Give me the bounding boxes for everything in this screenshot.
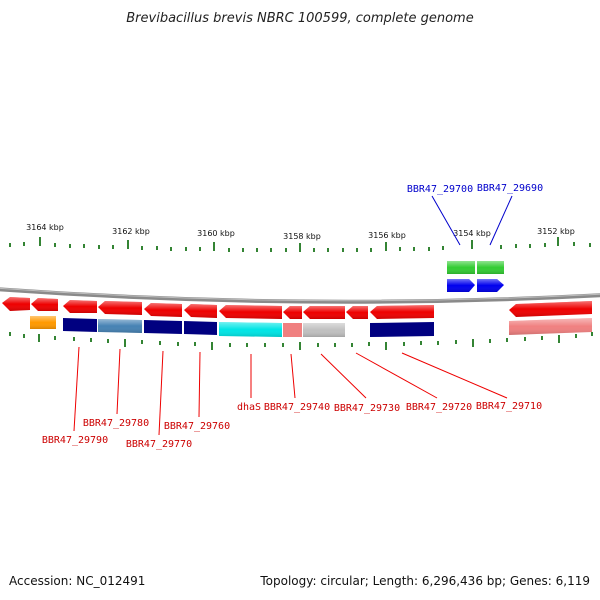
reverse-strand-arrows bbox=[2, 297, 592, 319]
label-bbr47-29740[interactable]: BBR47_29740 bbox=[264, 402, 330, 413]
genome-backbone-highlight bbox=[0, 287, 600, 302]
label-bbr47-29760[interactable]: BBR47_29760 bbox=[164, 421, 230, 432]
bar-bbr47-29770[interactable] bbox=[144, 320, 182, 334]
category-bars bbox=[30, 316, 592, 337]
label-bbr47-29770[interactable]: BBR47_29770 bbox=[126, 439, 192, 450]
bar-bbr47-29790[interactable] bbox=[63, 318, 97, 332]
kbp-label-3158: 3158 kbp bbox=[283, 232, 321, 241]
accession-text: Accession: NC_012491 bbox=[9, 574, 146, 588]
label-bbr47-29780[interactable]: BBR47_29780 bbox=[83, 418, 149, 429]
inner-scale-ticks bbox=[9, 332, 593, 350]
label-bbr47-29700[interactable]: BBR47_29700 bbox=[407, 184, 473, 195]
map-title: Brevibacillus brevis NBRC 100599, comple… bbox=[126, 11, 473, 26]
kbp-label-3164: 3164 kbp bbox=[26, 223, 64, 232]
kbp-label-3162: 3162 kbp bbox=[112, 227, 150, 236]
label-bbr47-29710[interactable]: BBR47_29710 bbox=[476, 401, 542, 412]
callout-lines bbox=[73, 195, 513, 436]
bar-bbr47-29740[interactable] bbox=[283, 323, 302, 337]
kbp-label-3156: 3156 kbp bbox=[368, 231, 406, 240]
kbp-label-3154: 3154 kbp bbox=[453, 229, 491, 238]
label-dhas[interactable]: dhaS bbox=[237, 402, 261, 413]
topology-text: Topology: circular; Length: 6,296,436 bp… bbox=[260, 574, 590, 588]
label-bbr47-29690[interactable]: BBR47_29690 bbox=[477, 183, 543, 194]
label-bbr47-29790[interactable]: BBR47_29790 bbox=[42, 435, 108, 446]
bar-bbr47-29710[interactable] bbox=[370, 322, 434, 337]
bar-bbr47-29760[interactable] bbox=[184, 321, 217, 335]
outer-scale-ticks bbox=[9, 237, 591, 252]
label-bbr47-29720[interactable]: BBR47_29720 bbox=[406, 402, 472, 413]
genome-backbone bbox=[0, 287, 600, 304]
forward-strand-genes bbox=[447, 261, 504, 292]
kbp-label-3160: 3160 kbp bbox=[197, 229, 235, 238]
kbp-label-3152: 3152 kbp bbox=[537, 227, 575, 236]
label-bbr47-29730[interactable]: BBR47_29730 bbox=[334, 403, 400, 414]
